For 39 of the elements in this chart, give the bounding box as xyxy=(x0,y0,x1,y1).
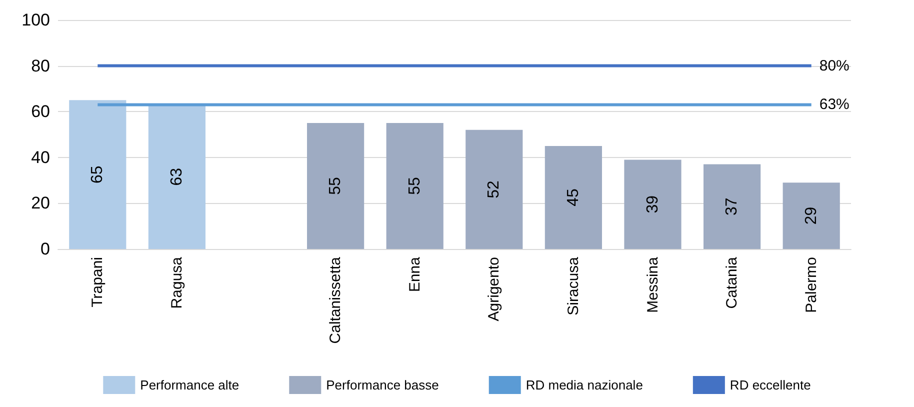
bar xyxy=(386,123,444,249)
y-tick-label: 20 xyxy=(31,194,50,213)
bar xyxy=(69,100,126,249)
x-tick-label: Trapani xyxy=(89,257,106,308)
x-tick-label: Palermo xyxy=(802,257,820,313)
legend-label: RD media nazionale xyxy=(526,378,643,392)
bar xyxy=(466,130,523,249)
y-tick-label: 60 xyxy=(31,102,50,122)
bar xyxy=(307,123,364,249)
legend-label: Performance alte xyxy=(140,378,240,392)
x-tick-label: Agrigento xyxy=(486,257,503,322)
y-tick-label: 0 xyxy=(40,240,50,258)
data-label: 65 xyxy=(89,166,106,184)
data-label: 52 xyxy=(486,180,503,198)
x-tick-label: Caltanissetta xyxy=(327,256,344,344)
bar xyxy=(544,146,602,249)
bar xyxy=(704,164,761,249)
y-tick-label: 80 xyxy=(31,56,50,76)
data-label: 63% xyxy=(819,96,850,114)
data-label: 80% xyxy=(819,57,850,74)
x-tick-label: Messina xyxy=(644,256,662,313)
y-tick-label: 100 xyxy=(22,10,50,30)
x-tick-label: Siracusa xyxy=(564,256,582,316)
data-label: 37 xyxy=(724,198,741,216)
bar xyxy=(624,160,682,249)
data-label: 55 xyxy=(327,177,344,195)
x-tick-label: Catania xyxy=(724,256,741,309)
data-label: 39 xyxy=(644,195,662,214)
legend-label: RD eccellente xyxy=(730,378,811,392)
bar xyxy=(148,104,206,249)
x-tick-label: Ragusa xyxy=(168,256,186,309)
x-tick-label: Enna xyxy=(406,256,424,292)
bar xyxy=(782,182,840,249)
data-label: 63 xyxy=(168,168,186,186)
data-label: 55 xyxy=(406,177,424,195)
y-tick-label: 40 xyxy=(31,148,50,167)
legend-label: Performance basse xyxy=(326,378,439,392)
data-label: 29 xyxy=(802,206,820,225)
data-label: 45 xyxy=(564,188,582,206)
